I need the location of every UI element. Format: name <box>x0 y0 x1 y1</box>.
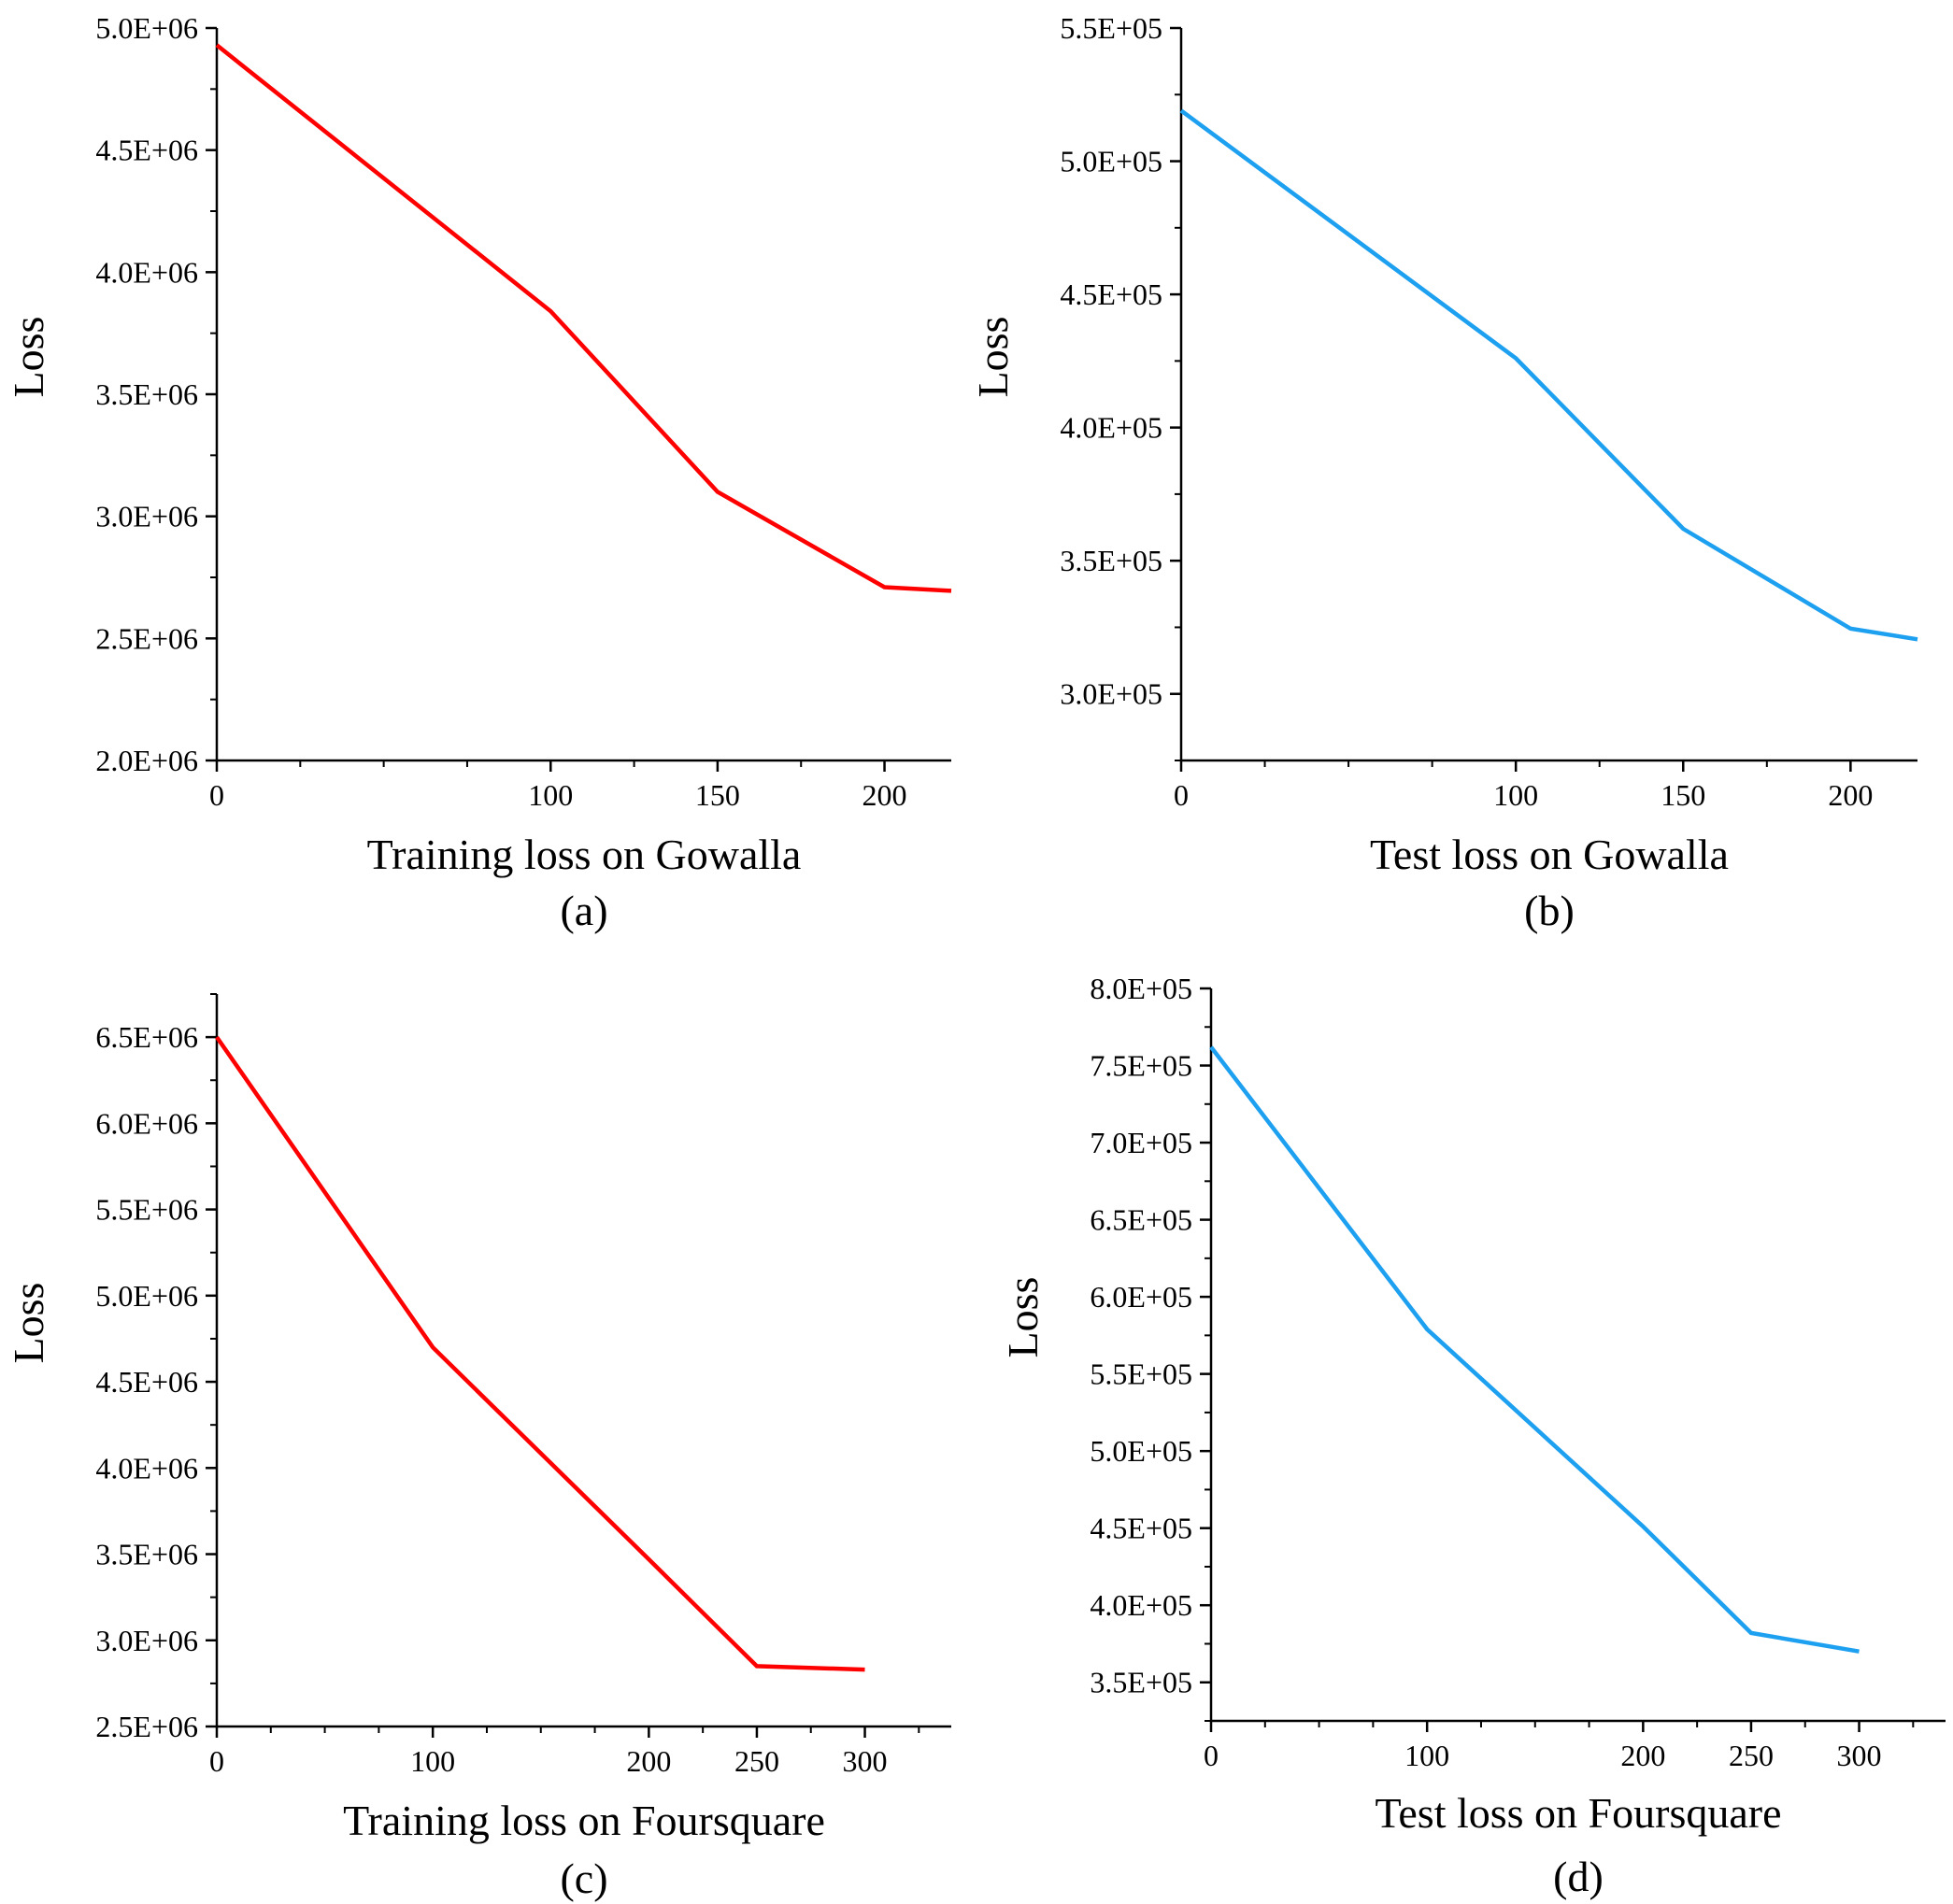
y-tick-label: 5.5E+05 <box>1090 1357 1192 1391</box>
x-axis-ticks: 0 100 200 250 300 <box>209 1726 920 1778</box>
y-tick-label: 4.5E+06 <box>95 1365 198 1399</box>
y-tick-label: 4.5E+05 <box>1060 277 1162 311</box>
y-tick-label: 4.0E+06 <box>95 1451 198 1485</box>
y-tick-label: 6.5E+06 <box>95 1020 198 1054</box>
series-line <box>1179 108 1918 642</box>
y-tick-label: 6.5E+05 <box>1090 1203 1192 1237</box>
y-tick-label: 2.5E+06 <box>95 621 198 655</box>
y-tick-label: 4.0E+06 <box>95 255 198 289</box>
y-axis-ticks: 2.0E+06 2.5E+06 3.0E+06 3.5E+06 4.0E+06 4.5E+… <box>95 11 217 777</box>
y-tick-label: 7.5E+05 <box>1090 1049 1192 1083</box>
series-line <box>215 43 952 593</box>
axis-frame <box>1209 988 1946 1723</box>
panel-label: (a) <box>560 887 607 934</box>
y-axis-ticks: 3.0E+05 3.5E+05 4.0E+05 4.5E+05 5.0E+05 5.5E+… <box>1060 11 1181 761</box>
y-tick-label: 3.5E+06 <box>95 377 198 411</box>
y-tick-label: 3.0E+06 <box>95 1624 198 1657</box>
x-axis-ticks: 0 100 150 200 <box>1174 760 1873 812</box>
panel-c: 2.5E+06 3.0E+06 3.5E+06 4.0E+06 4.5E+06 5.0E+… <box>5 993 951 1902</box>
x-tick-label: 100 <box>1404 1739 1449 1772</box>
y-tick-label: 3.5E+06 <box>95 1538 198 1571</box>
y-tick-label: 4.5E+06 <box>95 134 198 167</box>
x-tick-label: 300 <box>1837 1739 1882 1772</box>
series-line <box>215 1035 865 1672</box>
axis-frame <box>215 994 951 1728</box>
panel-d: 3.5E+05 4.0E+05 4.5E+05 5.0E+05 5.5E+05 6.0E+… <box>999 972 1946 1900</box>
x-tick-label: 0 <box>1204 1739 1219 1772</box>
panel-label: (b) <box>1524 887 1575 934</box>
x-axis-ticks: 0 100 150 200 <box>209 760 907 812</box>
y-tick-label: 5.0E+05 <box>1060 145 1162 178</box>
axis-frame <box>1179 28 1917 762</box>
x-tick-label: 100 <box>1493 778 1538 812</box>
y-axis-label: Loss <box>5 317 52 398</box>
x-tick-label: 200 <box>862 778 907 812</box>
axis-frame <box>215 28 951 762</box>
x-tick-label: 150 <box>1661 778 1705 812</box>
x-axis-ticks: 0 100 200 250 300 <box>1204 1721 1915 1772</box>
x-tick-label: 0 <box>209 778 224 812</box>
y-tick-label: 4.5E+05 <box>1090 1512 1192 1545</box>
y-axis-ticks: 3.5E+05 4.0E+05 4.5E+05 5.0E+05 5.5E+05 6.0E+… <box>1090 972 1211 1722</box>
y-axis-label: Loss <box>5 1283 52 1364</box>
y-tick-label: 5.5E+05 <box>1060 11 1162 45</box>
panel-label: (d) <box>1553 1853 1604 1900</box>
y-tick-label: 5.5E+06 <box>95 1193 198 1227</box>
x-tick-label: 300 <box>843 1744 888 1778</box>
x-tick-label: 0 <box>1174 778 1189 812</box>
x-tick-label: 250 <box>734 1744 779 1778</box>
y-axis-label: Loss <box>969 317 1017 398</box>
x-tick-label: 200 <box>1828 778 1873 812</box>
x-tick-label: 250 <box>1729 1739 1774 1772</box>
y-tick-label: 8.0E+05 <box>1090 972 1192 1005</box>
x-tick-label: 200 <box>1620 1739 1665 1772</box>
y-axis-label: Loss <box>999 1277 1047 1358</box>
y-tick-label: 3.5E+05 <box>1090 1666 1192 1699</box>
x-tick-label: 0 <box>209 1744 224 1778</box>
panel-a: 2.0E+06 2.5E+06 3.0E+06 3.5E+06 4.0E+06 4.5E+… <box>5 11 952 934</box>
y-tick-label: 5.0E+06 <box>95 1279 198 1313</box>
y-tick-label: 5.0E+05 <box>1090 1434 1192 1468</box>
y-tick-label: 2.0E+06 <box>95 744 198 777</box>
y-tick-label: 6.0E+05 <box>1090 1280 1192 1314</box>
x-tick-label: 200 <box>626 1744 671 1778</box>
y-tick-label: 2.5E+06 <box>95 1710 198 1743</box>
y-tick-label: 3.0E+05 <box>1060 677 1162 711</box>
panel-b: 3.0E+05 3.5E+05 4.0E+05 4.5E+05 5.0E+05 5.5E+… <box>969 11 1918 934</box>
y-tick-label: 3.5E+05 <box>1060 544 1162 577</box>
panel-label: (c) <box>560 1854 607 1902</box>
y-tick-label: 5.0E+06 <box>95 11 198 45</box>
x-tick-label: 100 <box>410 1744 455 1778</box>
x-axis-label: Training loss on Foursquare <box>343 1797 825 1844</box>
x-axis-label: Training loss on Gowalla <box>367 831 802 878</box>
y-axis-ticks: 2.5E+06 3.0E+06 3.5E+06 4.0E+06 4.5E+06 5.0E+… <box>95 993 217 1743</box>
x-tick-label: 100 <box>528 778 573 812</box>
y-tick-label: 3.0E+06 <box>95 500 198 533</box>
y-tick-label: 7.0E+05 <box>1090 1126 1192 1159</box>
x-tick-label: 150 <box>695 778 740 812</box>
y-tick-label: 4.0E+05 <box>1090 1588 1192 1622</box>
x-axis-label: Test loss on Foursquare <box>1375 1789 1781 1837</box>
x-axis-label: Test loss on Gowalla <box>1370 831 1729 878</box>
series-line <box>1209 1045 1860 1654</box>
y-tick-label: 4.0E+05 <box>1060 411 1162 445</box>
y-tick-label: 6.0E+06 <box>95 1106 198 1140</box>
